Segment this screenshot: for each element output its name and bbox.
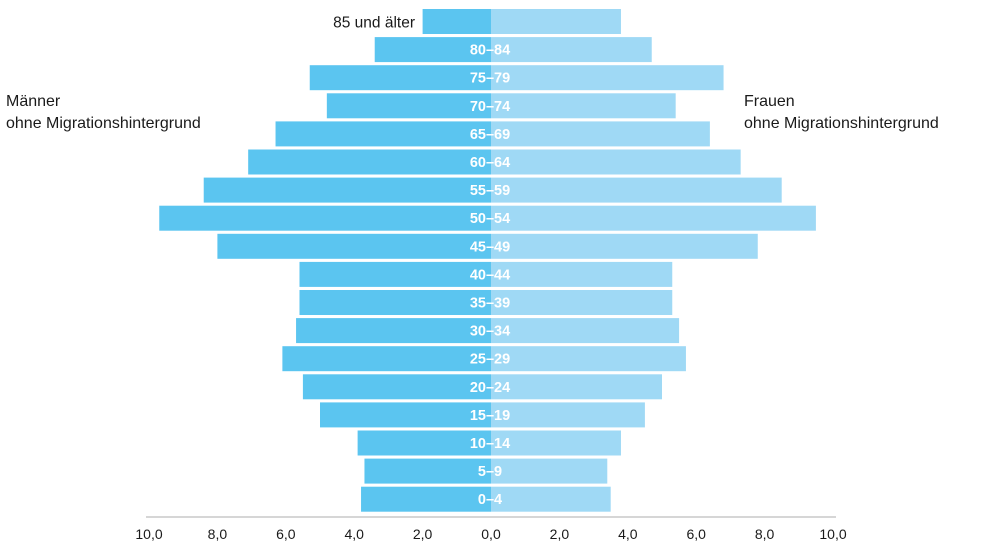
x-tick-label-9: 8,0: [755, 526, 775, 542]
x-tick-label-5: 0,0: [481, 526, 501, 542]
x-tick-label-6: 2,0: [550, 526, 570, 542]
age-label-12: 25–29: [470, 352, 510, 368]
x-tick-label-1: 8,0: [208, 526, 228, 542]
female-bar-5: [491, 149, 741, 175]
female-bar-13: [491, 374, 662, 400]
male-bar-6: [203, 177, 491, 203]
male-bar-12: [282, 346, 491, 372]
age-label-4: 65–69: [470, 127, 510, 143]
age-label-16: 5–9: [478, 464, 502, 480]
left-label-line-2: ohne Migrationshintergrund: [6, 115, 201, 132]
female-bar-1: [491, 37, 652, 63]
male-bar-17: [361, 486, 491, 512]
age-label-8: 45–49: [470, 239, 510, 255]
age-label-0: 85 und älter: [333, 15, 415, 32]
female-bar-12: [491, 346, 686, 372]
age-label-17: 0–4: [478, 492, 502, 508]
male-bar-5: [248, 149, 491, 175]
x-tick-label-10: 10,0: [819, 526, 846, 542]
female-bar-3: [491, 93, 676, 119]
age-label-9: 40–44: [470, 267, 510, 283]
female-bar-4: [491, 121, 710, 147]
male-bar-15: [357, 430, 491, 456]
age-label-11: 30–34: [470, 324, 510, 340]
male-bar-3: [326, 93, 491, 119]
female-bar-6: [491, 177, 782, 203]
male-bar-13: [302, 374, 491, 400]
left-series-label: Männer ohne Migrationshintergrund: [6, 91, 201, 135]
right-label-line-2: ohne Migrationshintergrund: [744, 115, 939, 132]
female-bar-0: [491, 9, 621, 34]
x-tick-label-3: 4,0: [344, 526, 364, 542]
female-bar-14: [491, 402, 645, 428]
male-bar-8: [217, 233, 491, 259]
age-label-5: 60–64: [470, 155, 510, 171]
age-label-6: 55–59: [470, 183, 510, 199]
age-label-7: 50–54: [470, 211, 510, 227]
age-label-10: 35–39: [470, 296, 510, 312]
female-bar-8: [491, 233, 758, 259]
male-bar-7: [159, 205, 491, 231]
female-bar-2: [491, 65, 724, 91]
female-bar-7: [491, 205, 816, 231]
x-tick-label-2: 6,0: [276, 526, 296, 542]
female-bar-15: [491, 430, 621, 456]
right-series-label: Frauen ohne Migrationshintergrund: [744, 91, 939, 135]
female-bar-16: [491, 458, 608, 484]
right-label-line-1: Frauen: [744, 93, 795, 110]
x-tick-label-4: 2,0: [413, 526, 433, 542]
left-label-line-1: Männer: [6, 93, 61, 110]
female-bar-17: [491, 486, 611, 512]
male-bar-4: [275, 121, 491, 147]
age-label-14: 15–19: [470, 408, 510, 424]
x-tick-label-8: 6,0: [686, 526, 706, 542]
male-bar-0: [422, 9, 491, 34]
female-bar-11: [491, 318, 680, 344]
male-bar-2: [309, 65, 491, 91]
male-bar-14: [320, 402, 491, 428]
male-bar-16: [364, 458, 491, 484]
x-tick-label-0: 10,0: [135, 526, 162, 542]
male-bar-11: [296, 318, 491, 344]
age-label-3: 70–74: [470, 99, 510, 115]
male-bar-10: [299, 290, 491, 315]
age-label-2: 75–79: [470, 71, 510, 87]
age-label-13: 20–24: [470, 380, 510, 396]
x-tick-label-7: 4,0: [618, 526, 638, 542]
female-bar-9: [491, 261, 673, 287]
female-bar-10: [491, 290, 673, 315]
male-bar-9: [299, 261, 491, 287]
age-label-15: 10–14: [470, 436, 510, 452]
age-label-1: 80–84: [470, 43, 510, 59]
male-bar-1: [374, 37, 491, 63]
